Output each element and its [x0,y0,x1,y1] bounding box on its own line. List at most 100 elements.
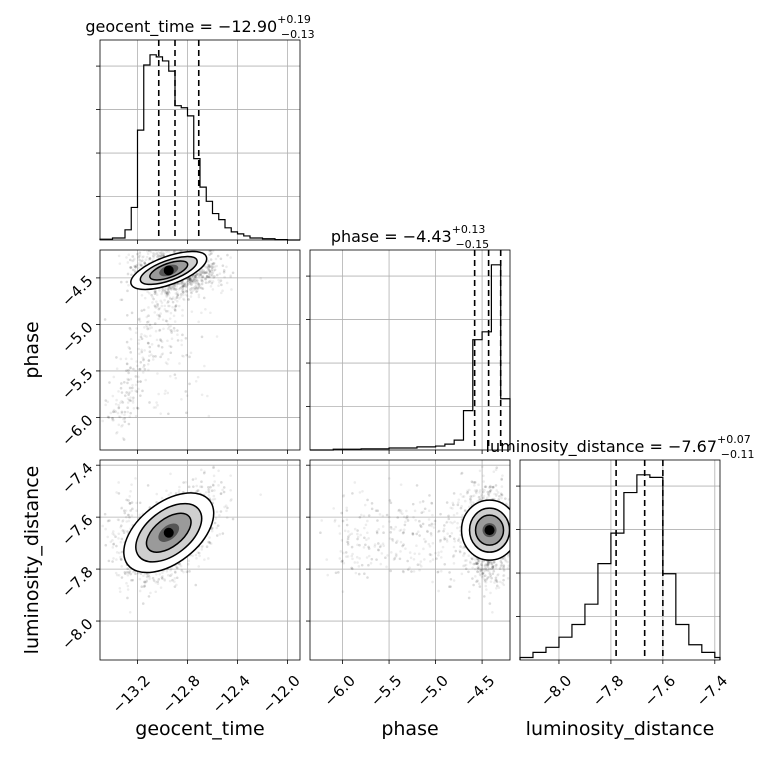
sample-point [207,494,211,497]
sample-point [195,286,199,290]
sample-point [213,497,217,501]
sample-point [154,329,158,333]
sample-point [153,290,157,293]
sample-point [422,510,425,514]
panel-title-geocent_time: geocent_time = −12.90+0.19 −0.13 [85,13,314,41]
sample-point [434,551,437,555]
sample-point [210,251,213,255]
sample-point [126,410,130,414]
title-sup: +0.19 [277,13,311,26]
sample-point [172,288,176,291]
sample-point [484,584,488,588]
sample-point [181,289,184,292]
sample-point [201,275,204,279]
sample-point [128,347,132,350]
sample-point [119,557,123,561]
sample-point [212,494,216,498]
sample-point [204,277,207,281]
sample-point [211,526,214,530]
sample-point [191,554,194,558]
sample-point [123,420,127,423]
sample-point [131,507,134,511]
sample-point [148,577,151,581]
sample-point [185,281,189,284]
sample-point [325,558,329,561]
sample-point [188,278,192,281]
sample-point [145,580,149,583]
sample-point [135,390,139,393]
sample-point [146,252,150,256]
sample-point [196,281,200,285]
sample-point [259,493,262,496]
plot-area [319,465,517,614]
sample-point [188,570,191,573]
sample-point [126,567,129,571]
sample-point [514,508,517,511]
sample-point [125,581,128,585]
sample-point [131,386,134,390]
sample-point [207,275,211,279]
sample-point [134,369,137,373]
sample-point [172,288,176,291]
sample-point [106,415,110,419]
sample-point [500,563,504,567]
sample-point [107,559,111,563]
sample-point [222,486,226,489]
sample-point [190,279,193,283]
sample-point [154,580,158,584]
sample-point [200,282,204,286]
sample-point [202,296,206,300]
sample-point [359,513,363,517]
sample-point [211,271,214,275]
sample-point [467,488,471,492]
sample-point [119,557,123,561]
sample-point [200,480,203,484]
sample-point [161,352,165,355]
sample-point [163,304,167,308]
sample-point [212,484,215,487]
sample-point [132,367,135,371]
sample-point [150,326,153,329]
sample-point [122,509,126,512]
sample-point [156,304,159,307]
sample-point [152,579,156,582]
sample-point [217,469,220,473]
sample-point [405,509,408,513]
sample-point [164,319,168,323]
sample-point [165,247,168,250]
sample-point [218,532,222,536]
sample-point [210,489,214,493]
sample-point [152,355,155,358]
sample-point [180,569,184,573]
sample-point [177,247,180,250]
sample-point [151,243,154,246]
sample-point [166,301,169,305]
sample-point [127,393,130,396]
sample-point [130,357,133,361]
sample-point [120,550,124,554]
sample-point [201,287,205,290]
sample-point [132,367,135,371]
sample-point [130,578,133,582]
sample-point [157,307,161,311]
sample-point [201,245,204,248]
panel-frame [99,249,301,451]
sample-point [160,292,163,296]
sample-point [213,521,217,525]
sample-point [197,295,201,299]
histogram-geocent_time [99,54,300,241]
sample-point [120,410,124,414]
sample-point [451,521,454,525]
sample-point [219,510,223,513]
sample-point [173,284,177,288]
sample-point [166,292,169,296]
sample-point [127,371,130,375]
sample-point [200,393,204,397]
sample-point [399,509,403,512]
sample-point [156,372,159,375]
sample-point [176,294,179,297]
sample-point [133,269,137,272]
sample-point [138,367,141,371]
sample-point [170,337,174,340]
